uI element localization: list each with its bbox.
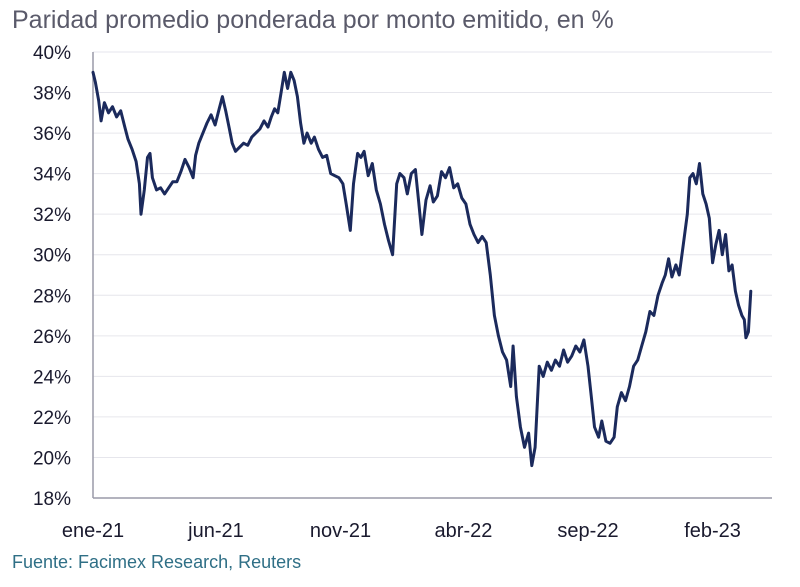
y-tick-label: 24% xyxy=(33,367,71,388)
y-tick-label: 40% xyxy=(33,43,71,64)
y-tick-label: 38% xyxy=(33,84,71,105)
y-tick-label: 36% xyxy=(33,124,71,145)
y-tick-label: 20% xyxy=(33,448,71,469)
series-group xyxy=(91,70,753,468)
y-tick-label: 28% xyxy=(33,286,71,307)
x-tick-label: ene-21 xyxy=(62,520,124,542)
y-tick-label: 18% xyxy=(33,489,71,510)
y-tick-label: 32% xyxy=(33,205,71,226)
y-tick-label: 30% xyxy=(33,246,71,267)
x-tick-label: feb-23 xyxy=(684,520,741,542)
chart-title: Paridad promedio ponderada por monto emi… xyxy=(12,6,614,34)
x-tick-label: nov-21 xyxy=(310,520,371,542)
y-axis-tick-labels: 18% 20% 22% 24% 26% 28% 30% 32% 34% 36% 38% 40% xyxy=(33,43,71,510)
y-tick-label: 22% xyxy=(33,408,71,429)
source-note: Fuente: Facimex Research, Reuters xyxy=(12,552,302,572)
series-line xyxy=(91,70,753,468)
x-axis-tick-labels: ene-21 jun-21 nov-21 abr-22 sep-22 feb-23 xyxy=(62,520,741,542)
x-tick-label: abr-22 xyxy=(435,520,493,542)
y-tick-label: 34% xyxy=(33,165,71,186)
y-tick-label: 26% xyxy=(33,327,71,348)
x-tick-label: sep-22 xyxy=(557,520,618,542)
gridlines xyxy=(93,51,772,458)
x-tick-label: jun-21 xyxy=(187,520,244,542)
